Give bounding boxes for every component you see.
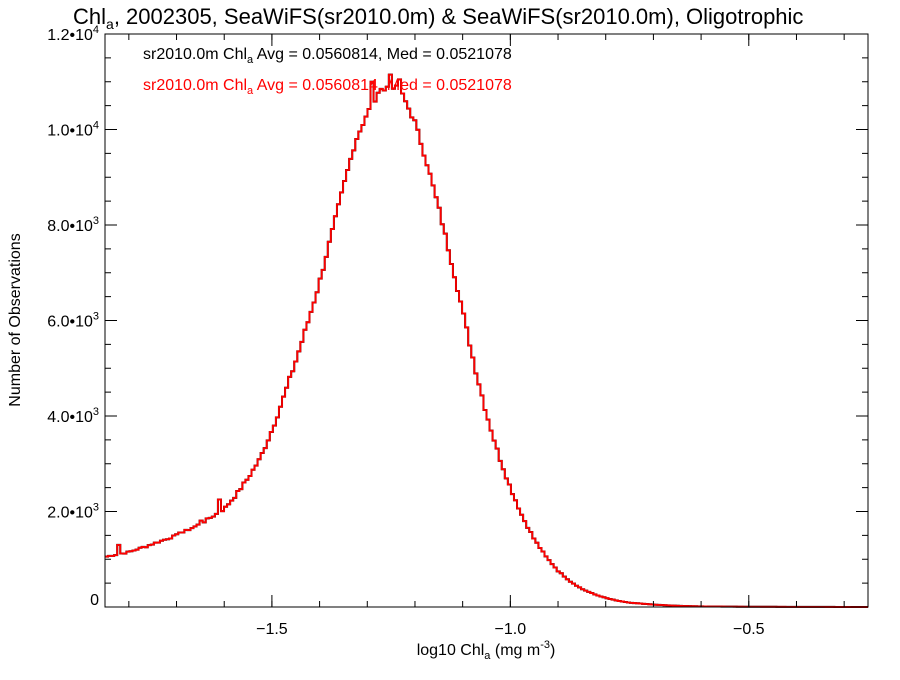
x-tick-label: −1.0 [495,621,527,638]
histogram-layer [105,73,868,608]
y-tick-label: 0 [90,592,99,609]
legend-stats-red: sr2010.0m Chla Avg = 0.0560814, Med = 0.… [143,77,512,97]
x-tick-label: −1.5 [256,621,288,638]
y-axis-label: Number of Observations [7,233,24,406]
x-tick-label: −0.5 [733,621,765,638]
histogram-line-black [105,73,868,608]
histogram-line-red [105,73,868,608]
legend-stats-black: sr2010.0m Chla Avg = 0.0560814, Med = 0.… [143,46,512,66]
y-tick-label: 2.0•103 [47,502,99,522]
y-tick-label: 1.2•104 [47,24,99,44]
plot-frame [104,33,869,608]
y-tick-label: 6.0•103 [47,311,99,331]
y-tick-label: 8.0•103 [47,215,99,235]
axis-ticks: −1.5 −1.0 −0.5 0 2.0•103 4.0•103 6.0•103 8.0•10… [47,24,868,638]
x-axis-label: log10 Chla (mg m-3) [417,639,556,662]
y-tick-label: 4.0•103 [47,406,99,426]
y-tick-label: 1.0•104 [47,120,99,140]
chart-title: Chla, 2002305, SeaWiFS(sr2010.0m) & SeaW… [73,4,803,32]
